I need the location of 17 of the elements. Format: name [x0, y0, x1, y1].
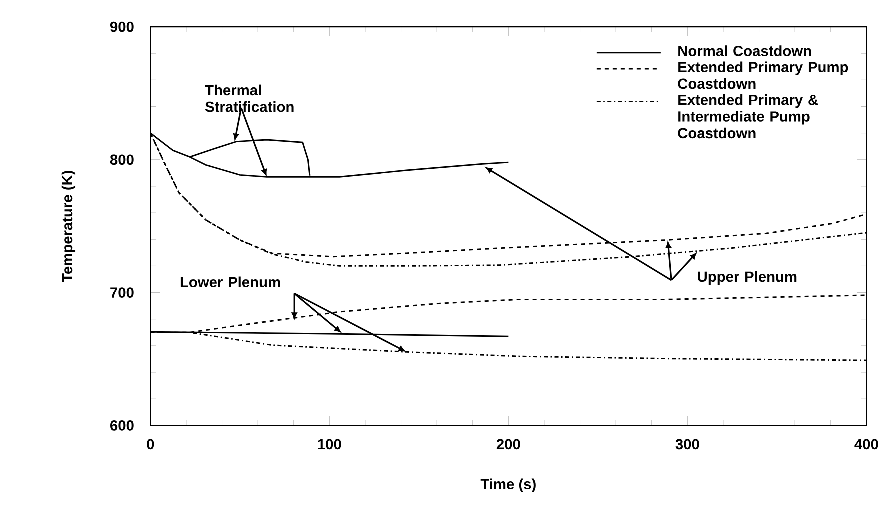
- y-tick-label: 800: [110, 154, 134, 166]
- x-tick-label: 0: [147, 439, 154, 450]
- legend-label: Extended Primary & Intermediate Pump Coastdown: [678, 94, 818, 139]
- x-tick-label: 400: [854, 439, 878, 450]
- x-axis-title: Time (s): [480, 478, 536, 492]
- y-tick-label: 600: [110, 420, 134, 431]
- legend-label: Normal Coastdown: [678, 46, 812, 56]
- annotation: Thermal Stratification: [205, 84, 294, 112]
- x-tick-label: 100: [318, 439, 342, 450]
- y-tick-label: 900: [110, 22, 134, 32]
- y-axis-title: Temperature (K): [62, 170, 76, 282]
- annotation: Lower Plenum: [180, 276, 280, 288]
- y-tick-label: 700: [110, 288, 134, 298]
- legend-label: Extended Primary Pump Coastdown: [678, 62, 848, 90]
- annotation: Upper Plenum: [698, 271, 797, 285]
- x-tick-label: 300: [676, 439, 700, 450]
- x-tick-label: 200: [496, 439, 520, 450]
